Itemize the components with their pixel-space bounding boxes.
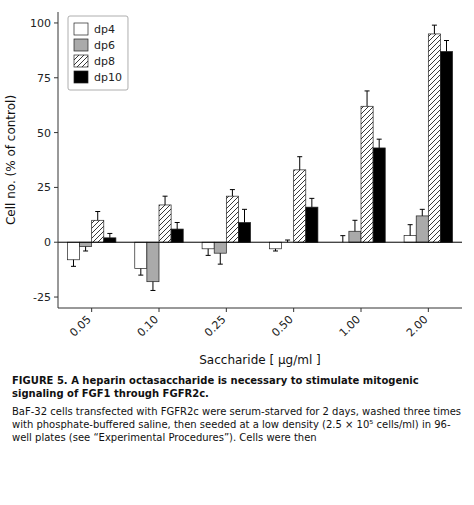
error-bar <box>83 247 88 251</box>
bar <box>428 34 440 242</box>
error-bar <box>444 41 449 52</box>
legend-swatch <box>74 55 88 67</box>
y-tick <box>54 22 58 23</box>
y-tick <box>54 77 58 78</box>
error-bar <box>175 222 180 229</box>
bar <box>202 242 214 249</box>
bar <box>67 242 79 260</box>
bar <box>80 242 92 246</box>
x-tick-label: 0.05 <box>67 313 94 340</box>
y-tick-label: 75 <box>37 72 51 85</box>
bar <box>404 236 416 243</box>
x-tick-label: 2.00 <box>404 313 431 340</box>
legend-label: dp10 <box>94 71 122 84</box>
y-tick-label: -25 <box>33 291 51 304</box>
legend-label: dp4 <box>94 23 115 36</box>
bar <box>416 216 428 242</box>
x-tick <box>226 308 227 312</box>
error-bar <box>218 253 223 264</box>
bar <box>373 148 385 242</box>
page: {"chart_data": {"type": "bar", "xlabel":… <box>0 0 474 505</box>
x-tick-label: 0.25 <box>202 313 229 340</box>
legend-swatch <box>74 71 88 83</box>
y-tick <box>54 297 58 298</box>
bar <box>135 242 147 268</box>
bar <box>306 207 318 242</box>
x-tick <box>428 308 429 312</box>
bar <box>147 242 159 281</box>
x-tick-label: 1.00 <box>337 313 364 340</box>
bar <box>92 220 104 242</box>
x-tick <box>361 308 362 312</box>
y-tick <box>54 242 58 243</box>
error-bar <box>297 157 302 170</box>
error-bar <box>107 233 112 237</box>
error-bar <box>150 282 155 291</box>
legend: dp4 dp6 dp8 dp10 <box>68 16 128 90</box>
error-bar <box>273 249 278 251</box>
caption: BaF-32 cells transfected with FGFR2c wer… <box>0 405 474 444</box>
error-bar <box>340 236 345 243</box>
bar <box>269 242 281 249</box>
y-tick <box>54 132 58 133</box>
error-bar <box>242 209 247 222</box>
error-bar <box>432 25 437 34</box>
legend-label: dp8 <box>94 55 115 68</box>
error-bar <box>95 212 100 221</box>
error-bar <box>206 249 211 256</box>
bar <box>104 238 116 242</box>
x-tick <box>293 308 294 312</box>
y-tick-label: 0 <box>44 236 51 249</box>
x-axis-label: Saccharide [ μg/ml ] <box>199 353 321 367</box>
y-axis-label: Cell no. (% of control) <box>4 95 18 225</box>
chart: -25 0 25 50 75 100 0.05 0.10 0.25 0.50 1.00 2.00 Sac… <box>0 0 474 372</box>
error-bar <box>377 139 382 148</box>
error-bar <box>408 225 413 236</box>
y-tick-label: 50 <box>37 127 51 140</box>
bar <box>226 196 238 242</box>
bar <box>214 242 226 253</box>
bar <box>349 231 361 242</box>
error-bar <box>352 220 357 231</box>
y-tick-label: 100 <box>30 17 51 30</box>
error-bar <box>163 196 168 205</box>
zero-line <box>58 242 462 243</box>
legend-frame <box>68 16 128 90</box>
error-bar <box>230 190 235 197</box>
legend-swatch <box>74 39 88 51</box>
bar <box>361 106 373 242</box>
x-tick <box>91 308 92 312</box>
x-tick-label: 0.10 <box>135 313 162 340</box>
error-bar <box>365 91 370 106</box>
error-bar <box>420 209 425 216</box>
bar <box>294 170 306 242</box>
x-axis-line <box>58 308 462 309</box>
x-tick <box>159 308 160 312</box>
error-bar <box>138 269 143 276</box>
x-tick-label: 0.50 <box>269 313 296 340</box>
legend-swatch <box>74 23 88 35</box>
bar <box>440 51 452 242</box>
bar <box>238 222 250 242</box>
error-bar <box>309 198 314 207</box>
y-axis-line <box>58 12 59 308</box>
y-tick <box>54 187 58 188</box>
caption: FIGURE 5. A heparin octasaccharide is ne… <box>0 374 474 400</box>
legend-label: dp6 <box>94 39 115 52</box>
y-tick-label: 25 <box>37 181 51 194</box>
bar <box>159 205 171 242</box>
error-bar <box>71 260 76 267</box>
bar <box>171 229 183 242</box>
